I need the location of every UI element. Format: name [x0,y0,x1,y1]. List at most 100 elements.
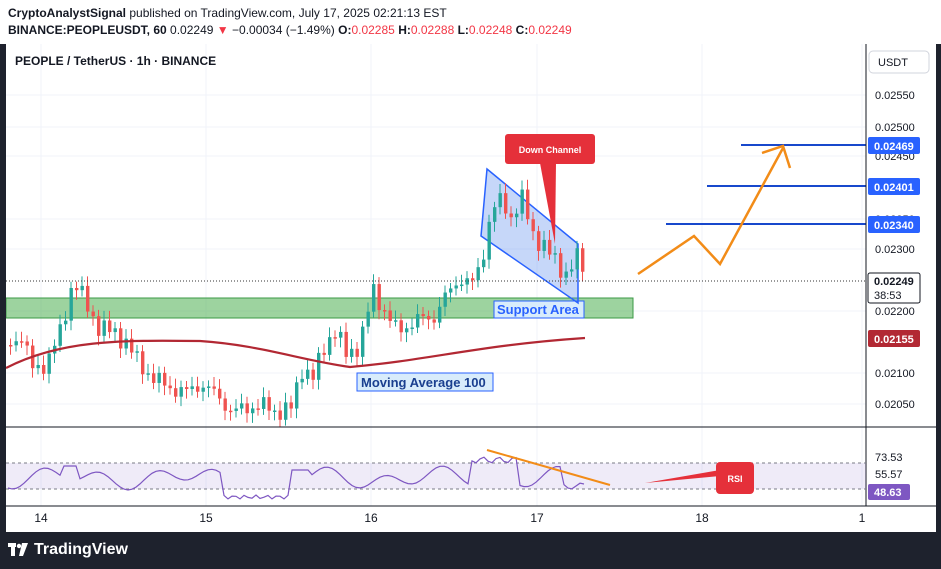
time-label: 17 [530,511,544,525]
candle-body [20,341,24,343]
candle-body [262,397,266,409]
ohlc-line: BINANCE:PEOPLEUSDT, 60 0.02249 ▼ −0.0003… [8,23,572,37]
candle-body [168,385,172,389]
candle-body [372,284,376,312]
candle-body [515,213,519,218]
projection-path[interactable] [637,147,785,276]
candle-body [47,353,51,374]
tradingview-logo[interactable]: TradingView [8,541,128,559]
candle-body [581,248,585,272]
price-tick: 0.02300 [875,244,915,256]
price-tick: 0.02200 [875,306,915,318]
candle-body [300,378,304,383]
candle-body [190,386,194,390]
candle-body [102,320,106,336]
down-channel-callout[interactable]: Down Channel [505,134,595,244]
candle-body [570,269,574,272]
rsi-callout-label: RSI [727,474,742,484]
candle-body [465,278,469,285]
support-zone[interactable] [5,297,634,319]
price-tag-ma: 0.02155 [868,330,920,347]
chart-area[interactable]: PEOPLE / TetherUS · 1h · BINANCE USDT Su… [5,44,936,532]
candle-body [119,328,123,349]
candle-body [339,331,343,338]
candle-body [388,310,392,321]
candle-body [9,345,13,347]
candle-body [366,311,370,327]
close-value: 0.02249 [528,23,572,37]
candle-body [520,189,524,214]
candle-body [509,213,513,218]
candle-body [476,267,480,281]
chart-svg[interactable]: PEOPLE / TetherUS · 1h · BINANCE USDT Su… [5,44,936,532]
rsi-divergence-line[interactable] [486,449,611,486]
candle-body [229,410,233,413]
candle-body [432,319,436,323]
last-price: 0.02249 [170,23,214,37]
chart-title: PEOPLE / TetherUS · 1h · BINANCE [15,54,216,68]
rsi-callout[interactable]: RSI [645,462,754,494]
candle-body [36,364,40,369]
candle-body [267,397,271,411]
candle-body [124,338,128,349]
candle-body [394,320,398,322]
high-label: H: [398,23,411,37]
svg-text:0.02401: 0.02401 [874,182,914,194]
candle-body [157,372,161,383]
countdown-timer: 38:53 [874,290,902,302]
currency-button[interactable]: USDT [868,50,930,74]
support-area-label: Support Area [497,302,580,317]
candle-body [399,320,403,333]
current-price-value: 0.02249 [874,276,914,288]
candle-body [344,331,348,357]
candle-body [361,326,365,357]
moving-average-label-box [356,372,494,392]
candle-body [212,386,216,389]
candle-body [278,410,282,420]
candle-body [284,402,288,420]
candle-body [146,373,150,375]
time-label: 14 [34,511,48,525]
tradingview-logo-icon [8,543,28,557]
moving-average-line[interactable] [5,336,586,369]
candle-body [333,337,337,339]
candle-body [504,193,508,214]
symbol-label: BINANCE:PEOPLEUSDT, 60 [8,23,167,37]
candle-body [196,386,200,392]
candle-body [449,288,453,293]
down-channel[interactable] [480,167,579,305]
candle-body [91,311,95,317]
candle-body [498,193,502,208]
high-value: 0.02288 [410,23,455,37]
time-axis[interactable]: 14 15 16 17 18 1 [34,511,865,525]
price-tick: 0.02500 [875,122,915,134]
rsi-line[interactable] [7,456,585,500]
candlestick-series [9,179,585,427]
down-arrow-icon: ▼ [216,23,229,37]
time-label: 1 [859,511,866,525]
candle-body [575,248,579,270]
candle-body [405,328,409,333]
rsi-axis[interactable]: 73.53 55.57 48.63 [868,452,910,500]
candle-body [234,408,238,411]
time-label: 18 [695,511,709,525]
candle-body [317,352,321,380]
candle-body [526,189,530,220]
projection-arrowhead-icon [761,144,792,169]
close-label: C: [515,23,529,37]
candle-body [201,387,205,392]
candle-body [25,341,29,346]
candle-body [14,341,18,346]
svg-text:0.02469: 0.02469 [874,141,914,153]
current-price-tag: 0.02249 38:53 [867,272,921,304]
candle-body [86,285,90,312]
publication-line: CryptoAnalystSignal published on Trading… [8,6,447,20]
candle-body [482,259,486,268]
chart-grid [6,44,866,506]
publisher-name[interactable]: CryptoAnalystSignal [8,6,127,20]
footer-bar: TradingView [0,532,941,569]
candle-body [531,219,535,232]
candle-body [113,328,117,333]
candle-body [350,348,354,357]
candle-body [487,221,491,260]
